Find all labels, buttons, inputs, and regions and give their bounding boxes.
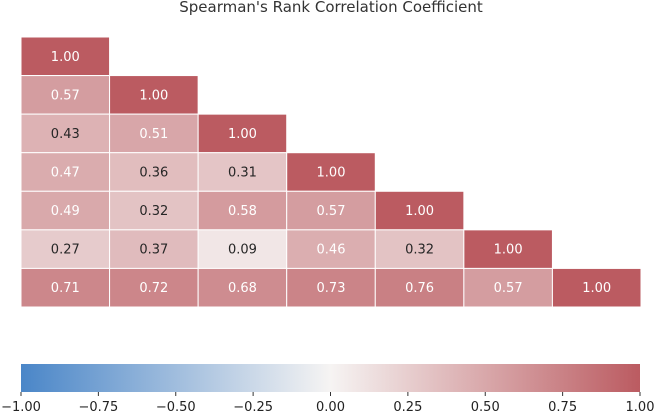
heatmap-cell-label: 0.09 <box>228 243 257 258</box>
heatmap-cell: 0.68 <box>197 267 288 308</box>
heatmap-cell: 1.00 <box>286 152 376 192</box>
heatmap-cell-label: 0.72 <box>139 281 168 296</box>
heatmap-cell-rect <box>463 267 553 308</box>
heatmap-cell-label: 0.31 <box>228 166 257 181</box>
colorbar-tick-label: −0.50 <box>156 400 196 415</box>
heatmap-cell-label: 0.68 <box>228 281 257 296</box>
heatmap-cell: 0.32 <box>109 190 199 231</box>
heatmap-cell-label: 1.00 <box>139 88 168 103</box>
heatmap-cell: 0.47 <box>20 152 111 192</box>
heatmap-cell: 0.57 <box>463 267 553 308</box>
heatmap-cell-label: 0.32 <box>139 204 168 219</box>
heatmap-cell: 0.46 <box>286 229 376 269</box>
colorbar <box>21 364 640 392</box>
heatmap-cell-rect <box>109 152 199 192</box>
heatmap-cell-rect <box>20 267 111 308</box>
heatmap-cell-label: 0.32 <box>405 243 434 258</box>
heatmap-cell-label: 0.51 <box>139 127 168 142</box>
heatmap-cell: 0.51 <box>109 113 199 154</box>
heatmap-cell-rect <box>197 229 288 269</box>
heatmap-cell-rect <box>374 229 465 269</box>
heatmap-cell-label: 1.00 <box>405 204 434 219</box>
heatmap-cell-rect <box>286 229 376 269</box>
heatmap-cell: 0.72 <box>109 267 199 308</box>
heatmap-cell: 0.57 <box>286 190 376 231</box>
heatmap-cell-rect <box>286 190 376 231</box>
heatmap-cell-label: 0.57 <box>494 281 523 296</box>
heatmap-cell-label: 0.57 <box>317 204 346 219</box>
heatmap-cell-label: 1.00 <box>317 166 346 181</box>
colorbar-tick-label: −0.25 <box>233 400 273 415</box>
colorbar-tick-label: 0.75 <box>548 400 577 415</box>
heatmap-cell-label: 1.00 <box>228 127 257 142</box>
colorbar-tick-label: 0.25 <box>393 400 422 415</box>
heatmap-cell-label: 1.00 <box>582 281 611 296</box>
heatmap-cell: 1.00 <box>551 267 642 308</box>
heatmap-cell-rect <box>286 267 376 308</box>
heatmap-cell-rect <box>20 75 111 115</box>
colorbar-tick-label: 0.50 <box>471 400 500 415</box>
heatmap-cell-label: 0.27 <box>51 243 80 258</box>
heatmap-cell-label: 0.73 <box>317 281 346 296</box>
heatmap-cell-rect <box>109 75 199 115</box>
heatmap-cell: 1.00 <box>374 190 465 231</box>
heatmap-cell-label: 0.49 <box>51 204 80 219</box>
heatmap-cell-rect <box>109 229 199 269</box>
heatmap-cell: 0.49 <box>20 190 111 231</box>
heatmap-cell-rect <box>109 267 199 308</box>
heatmap-cell-label: 1.00 <box>494 243 523 258</box>
heatmap-cell: 1.00 <box>197 113 288 154</box>
heatmap-cell-rect <box>197 113 288 154</box>
heatmap-cell: 1.00 <box>109 75 199 115</box>
heatmap-cell-label: 0.46 <box>317 243 346 258</box>
heatmap-cell-rect <box>286 152 376 192</box>
heatmap-cell: 0.27 <box>20 229 111 269</box>
heatmap-cell: 0.37 <box>109 229 199 269</box>
heatmap-cell: 0.31 <box>197 152 288 192</box>
heatmap-cell: 0.43 <box>20 113 111 154</box>
colorbar-tick-label: −1.00 <box>1 400 41 415</box>
heatmap-cell-label: 0.37 <box>139 243 168 258</box>
heatmap-cell-label: 0.76 <box>405 281 434 296</box>
heatmap-cell-label: 0.71 <box>51 281 80 296</box>
heatmap-cell-rect <box>109 190 199 231</box>
heatmap-cell: 0.09 <box>197 229 288 269</box>
heatmap-cell: 0.71 <box>20 267 111 308</box>
heatmap-cell: 0.73 <box>286 267 376 308</box>
heatmap-cell: 0.76 <box>374 267 465 308</box>
heatmap-cell-label: 1.00 <box>51 50 80 65</box>
colorbar-tick-label: −0.75 <box>78 400 118 415</box>
heatmap-cell-label: 0.43 <box>51 127 80 142</box>
heatmap-cell: 0.57 <box>20 75 111 115</box>
heatmap-cell: 1.00 <box>463 229 553 269</box>
heatmap-cell-label: 0.57 <box>51 88 80 103</box>
heatmap-cell-rect <box>551 267 642 308</box>
chart-title: Spearman's Rank Correlation Coefficient <box>179 0 483 16</box>
heatmap-cell: 1.00 <box>20 36 111 77</box>
heatmap-cell: 0.32 <box>374 229 465 269</box>
heatmap-cell-label: 0.36 <box>139 166 168 181</box>
heatmap-cell-label: 0.58 <box>228 204 257 219</box>
colorbar-tick-label: 1.00 <box>626 400 655 415</box>
colorbar-tick-label: 0.00 <box>316 400 345 415</box>
heatmap-cell-rect <box>20 36 111 77</box>
heatmap-cell-label: 0.47 <box>51 166 80 181</box>
heatmap-cell: 0.36 <box>109 152 199 192</box>
heatmap-cell: 0.58 <box>197 190 288 231</box>
colorbar-ticks: −1.00 −0.75 −0.50 −0.25 0.00 0.25 0.50 0.75 1.00 <box>1 392 654 415</box>
heatmap-cells: 1.00 0.57 1.00 0.43 0.51 1.00 0.47 0.36 0.31 1.00… <box>20 36 642 308</box>
heatmap-cell-rect <box>463 229 553 269</box>
heatmap-cell-rect <box>20 229 111 269</box>
